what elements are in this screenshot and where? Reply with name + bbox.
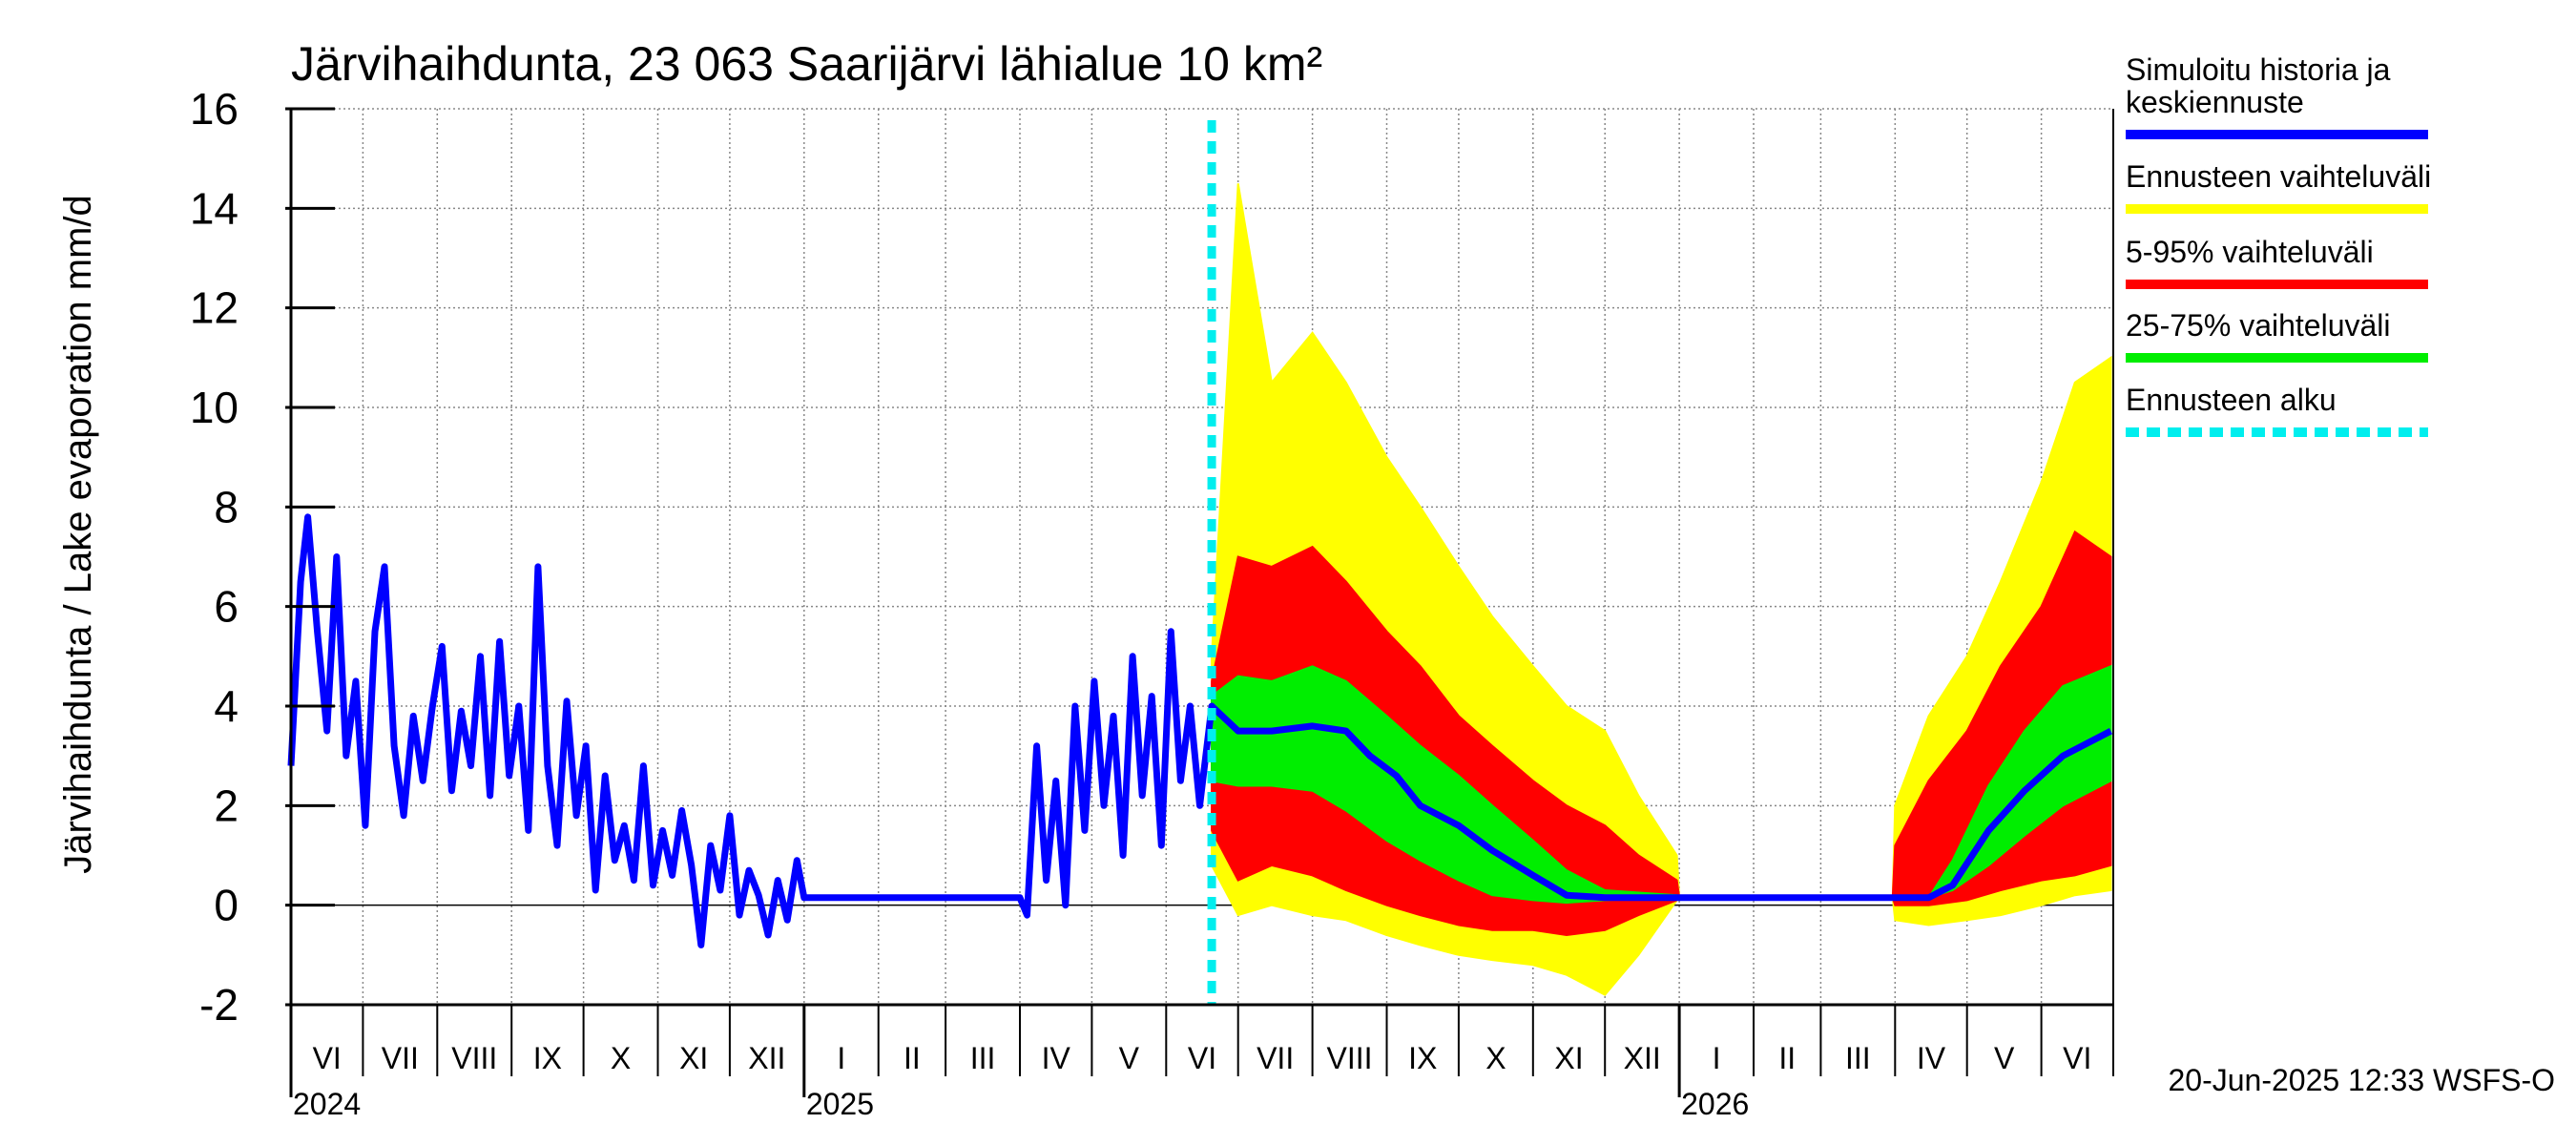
- month-label: III: [1845, 1041, 1871, 1075]
- month-label: XI: [679, 1041, 708, 1075]
- series-line-mean: [287, 513, 2113, 948]
- month-label: XII: [1624, 1041, 1661, 1075]
- month-label: VII: [382, 1041, 419, 1075]
- y-tick-label: -2: [199, 980, 239, 1030]
- band-25-75-vaihteluv-li: [1211, 664, 2112, 905]
- y-axis-label: Järvihaihdunta / Lake evaporation mm/d: [57, 195, 99, 874]
- series: [287, 513, 2113, 948]
- month-label: IV: [1042, 1041, 1071, 1075]
- month-label: V: [1119, 1041, 1140, 1075]
- legend-label: 5-95% vaihteluväli: [2126, 235, 2374, 269]
- month-label: IX: [1408, 1041, 1437, 1075]
- month-label: VI: [2063, 1041, 2091, 1075]
- month-label: XI: [1554, 1041, 1583, 1075]
- month-label: VII: [1257, 1041, 1294, 1075]
- month-label: I: [1713, 1041, 1721, 1075]
- chart-title: Järvihaihdunta, 23 063 Saarijärvi lähial…: [291, 37, 1322, 91]
- month-label: II: [1778, 1041, 1796, 1075]
- month-label: VIII: [451, 1041, 497, 1075]
- y-tick-label: 16: [190, 84, 239, 134]
- legend-label: Simuloitu historia ja: [2126, 52, 2391, 87]
- y-tick-label: 14: [190, 183, 239, 233]
- footer-timestamp: 20-Jun-2025 12:33 WSFS-O: [2168, 1063, 2555, 1097]
- y-tick-label: 12: [190, 283, 239, 333]
- y-tick-label: 10: [190, 383, 239, 432]
- y-tick-label: 6: [214, 582, 239, 632]
- month-label: X: [611, 1041, 631, 1075]
- legend-label: Ennusteen alku: [2126, 383, 2337, 417]
- month-label: I: [837, 1041, 845, 1075]
- month-label: X: [1485, 1041, 1506, 1075]
- y-tick-label: 8: [214, 482, 239, 531]
- legend-label: keskiennuste: [2126, 85, 2304, 119]
- month-label: VIII: [1327, 1041, 1373, 1075]
- month-label: II: [904, 1041, 921, 1075]
- month-label: V: [1994, 1041, 2015, 1075]
- year-label: 2025: [806, 1087, 874, 1121]
- year-label: 2026: [1681, 1087, 1749, 1121]
- month-label: III: [970, 1041, 996, 1075]
- month-label: XII: [748, 1041, 785, 1075]
- legend-label: 25-75% vaihteluväli: [2126, 308, 2391, 343]
- y-tick-label: 4: [214, 681, 239, 731]
- month-label: VI: [313, 1041, 342, 1075]
- forecast-bands: [1211, 183, 2112, 996]
- month-label: IX: [533, 1041, 562, 1075]
- y-tick-label: 0: [214, 881, 239, 930]
- legend-label: Ennusteen vaihteluväli: [2126, 159, 2431, 194]
- year-label: 2024: [293, 1087, 361, 1121]
- month-label: VI: [1188, 1041, 1216, 1075]
- month-label: IV: [1917, 1041, 1946, 1075]
- y-tick-label: 2: [214, 781, 239, 830]
